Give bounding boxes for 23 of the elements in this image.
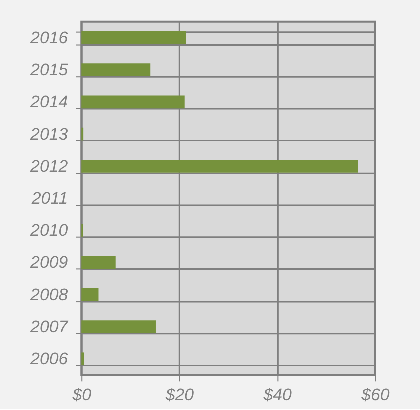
y-tick-label: 2008	[30, 285, 69, 304]
x-tick-label: $0	[72, 386, 92, 405]
y-tick-label: 2007	[30, 317, 69, 336]
bar	[82, 256, 116, 270]
y-tick-label: 2014	[30, 92, 68, 112]
bar	[82, 96, 185, 109]
y-tick-label: 2010	[30, 221, 69, 240]
x-tick-label: $40	[262, 386, 293, 405]
y-tick-label: 2011	[30, 189, 68, 208]
bar	[82, 352, 84, 366]
y-tick-label: 2012	[30, 156, 69, 176]
bar	[82, 32, 186, 44]
bar	[82, 320, 156, 334]
y-tick-label: 2009	[30, 253, 69, 272]
y-tick-label: 2015	[30, 60, 69, 80]
x-tick-label: $60	[360, 386, 390, 405]
bar	[82, 160, 358, 173]
y-tick-label: 2013	[30, 124, 69, 144]
bar	[82, 288, 99, 302]
y-tick-label: 2016	[30, 28, 69, 48]
y-tick-label: 2006	[30, 350, 69, 369]
x-tick-label: $20	[164, 386, 195, 405]
bar	[82, 64, 151, 76]
